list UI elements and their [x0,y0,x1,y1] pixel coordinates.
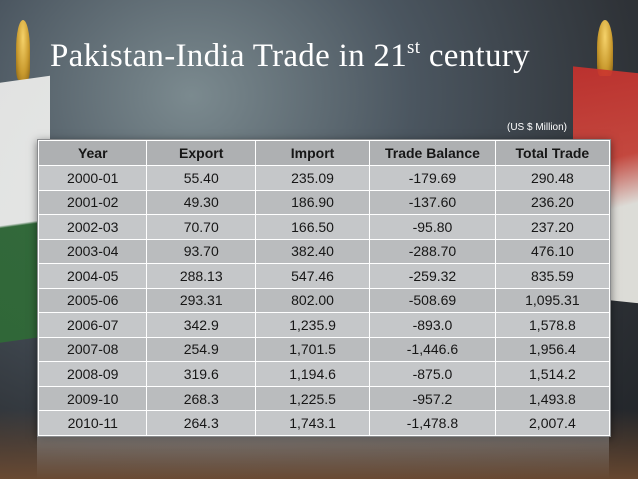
table-cell: 1,956.4 [494,336,611,363]
table-cell: -1,478.8 [369,410,496,436]
table-cell: 1,235.9 [254,312,371,338]
table-cell: -508.69 [369,287,496,314]
column-header: Export [146,140,256,166]
table-cell: 254.9 [146,336,256,363]
table-cell: 166.50 [254,214,371,240]
table-cell: 268.3 [146,385,256,412]
table-cell: 2007-08 [37,336,148,363]
table-row: 2002-03 70.70 166.50 -95.80 237.20 [37,214,611,240]
table-cell: 2001-02 [37,189,148,216]
title-end: century [420,38,530,74]
table-cell: -957.2 [369,385,496,412]
table-body: 2000-01 55.40 235.09 -179.69 290.48 2001-02 49… [37,165,611,436]
table-cell: 319.6 [146,361,256,387]
table-row: 2006-07 342.9 1,235.9 -893.0 1,578.8 [37,312,611,338]
table-cell: 70.70 [146,214,256,240]
table-row: 2000-01 55.40 235.09 -179.69 290.48 [37,165,611,191]
table-cell: -179.69 [369,165,496,191]
table-cell: 49.30 [146,189,256,216]
flag-pole-finial-right [597,20,613,76]
table-cell: 1,095.31 [494,287,611,314]
table-cell: 2010-11 [37,410,148,436]
table-row: 2003-04 93.70 382.40 -288.70 476.10 [37,238,611,265]
table-cell: 382.40 [254,238,371,265]
table-row: 2010-11 264.3 1,743.1 -1,478.8 2,007.4 [37,410,611,436]
table-cell: 2006-07 [37,312,148,338]
table-row: 2008-09 319.6 1,194.6 -875.0 1,514.2 [37,361,611,387]
table-cell: 1,701.5 [254,336,371,363]
column-header: Year [37,140,148,166]
table-cell: 342.9 [146,312,256,338]
table-cell: 2002-03 [37,214,148,240]
flag-pole-finial-left [16,20,30,80]
table-cell: 264.3 [146,410,256,436]
table-cell: -95.80 [369,214,496,240]
table-cell: 1,578.8 [494,312,611,338]
table-header-row: Year Export Import Trade Balance Total Trade [37,140,611,166]
title-superscript: st [407,37,421,58]
table-cell: 1,194.6 [254,361,371,387]
title-main: Pakistan-India Trade in 21 [50,38,408,74]
table-cell: -288.70 [369,238,496,265]
slide-title: Pakistan-India Trade in 21st century [50,38,610,75]
table-cell: 293.31 [146,287,256,314]
table-cell: 476.10 [494,238,611,265]
table-cell: 547.46 [254,263,371,289]
column-header: Trade Balance [369,140,496,166]
table-cell: 93.70 [146,238,256,265]
table-cell: 236.20 [494,189,611,216]
table-cell: -1,446.6 [369,336,496,363]
column-header: Total Trade [494,140,611,166]
table-cell: 2,007.4 [494,410,611,436]
trade-table-container: Year Export Import Trade Balance Total Trade… [37,139,611,437]
table-cell: -893.0 [369,312,496,338]
table-cell: 55.40 [146,165,256,191]
table-cell: 186.90 [254,189,371,216]
table-cell: 802.00 [254,287,371,314]
table-cell: 1,743.1 [254,410,371,436]
table-row: 2007-08 254.9 1,701.5 -1,446.6 1,956.4 [37,336,611,363]
table-cell: 2000-01 [37,165,148,191]
unit-note: (US $ Million) [507,122,568,133]
table-cell: 1,514.2 [494,361,611,387]
table-cell: -137.60 [369,189,496,216]
table-cell: 288.13 [146,263,256,289]
table-cell: 290.48 [494,165,611,191]
table-cell: 1,225.5 [254,385,371,412]
table-reflection [37,437,609,479]
table-row: 2009-10 268.3 1,225.5 -957.2 1,493.8 [37,385,611,412]
column-header: Import [254,140,371,166]
table-row: 2004-05 288.13 547.46 -259.32 835.59 [37,263,611,289]
table-row: 2001-02 49.30 186.90 -137.60 236.20 [37,189,611,216]
table-cell: 2008-09 [37,361,148,387]
table-cell: -259.32 [369,263,496,289]
table-cell: 1,493.8 [494,385,611,412]
trade-table: Year Export Import Trade Balance Total Trade… [37,140,611,436]
table-cell: -875.0 [369,361,496,387]
table-cell: 235.09 [254,165,371,191]
table-cell: 2009-10 [37,385,148,412]
table-cell: 2003-04 [37,238,148,265]
table-cell: 237.20 [494,214,611,240]
table-row: 2005-06 293.31 802.00 -508.69 1,095.31 [37,287,611,314]
table-cell: 2005-06 [37,287,148,314]
table-cell: 2004-05 [37,263,148,289]
table-cell: 835.59 [494,263,611,289]
